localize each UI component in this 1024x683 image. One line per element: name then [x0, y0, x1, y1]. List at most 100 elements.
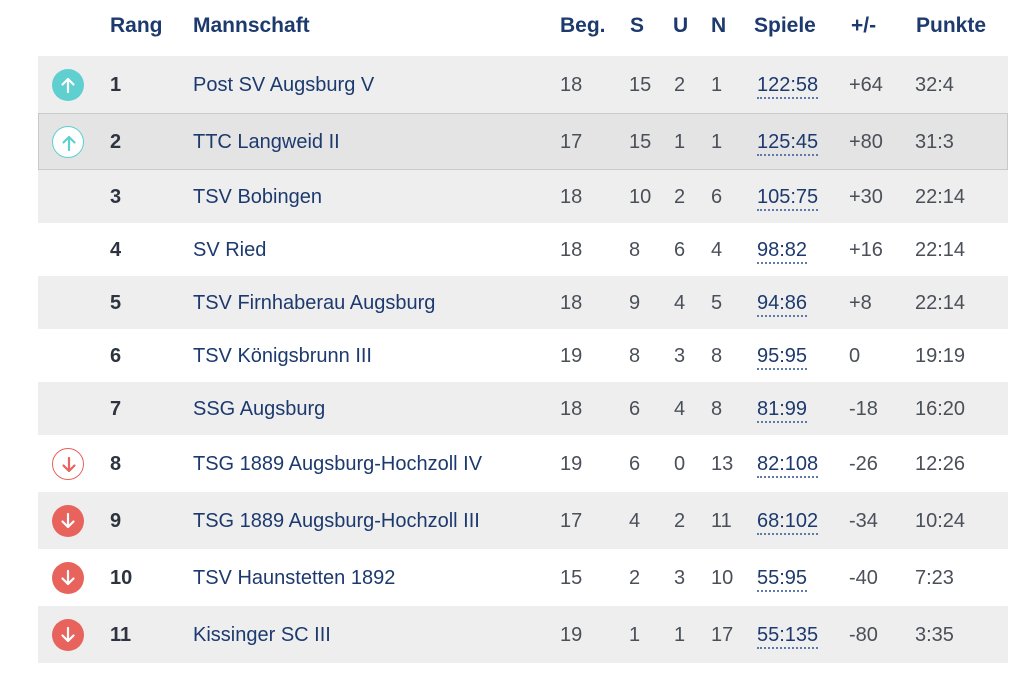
goal-diff: -40 — [849, 567, 878, 589]
games-link[interactable]: 82:108 — [757, 453, 819, 478]
table-row[interactable]: 7 SSG Augsburg 18 6 4 8 81:99 -18 16:20 — [38, 382, 1008, 435]
games-link[interactable]: 105:75 — [757, 186, 819, 211]
games-link[interactable]: 95:95 — [757, 345, 808, 370]
header-lost: N — [711, 14, 727, 37]
draw: 2 — [674, 186, 686, 208]
rank: 2 — [110, 131, 122, 153]
games-link[interactable]: 98:82 — [757, 239, 808, 264]
won: 15 — [629, 74, 652, 96]
table-row[interactable]: 1 Post SV Augsburg V 18 15 2 1 122:58 +64 32:4 — [38, 56, 1008, 113]
table-row[interactable]: 8 TSG 1889 Augsburg-Hochzoll IV 19 6 0 13 82:1… — [38, 435, 1008, 492]
status-icon — [52, 126, 84, 158]
goal-diff: +80 — [849, 131, 883, 153]
rank: 11 — [110, 624, 132, 646]
status-icon — [52, 69, 84, 101]
lost: 10 — [711, 567, 734, 589]
lost: 11 — [711, 510, 732, 532]
games-link[interactable]: 94:86 — [757, 292, 808, 317]
played: 19 — [560, 453, 583, 475]
points: 3:35 — [915, 624, 954, 646]
played: 18 — [560, 74, 583, 96]
table-row[interactable]: 2 TTC Langweid II 17 15 1 1 125:45 +80 31:3 — [38, 113, 1008, 170]
won: 15 — [629, 131, 652, 153]
rank: 10 — [110, 567, 133, 589]
games-link[interactable]: 81:99 — [757, 398, 808, 423]
team-link[interactable]: TSV Bobingen — [193, 186, 322, 208]
won: 6 — [629, 398, 641, 420]
rank: 3 — [110, 186, 122, 208]
table-row[interactable]: 3 TSV Bobingen 18 10 2 6 105:75 +30 22:14 — [38, 170, 1008, 223]
draw: 1 — [674, 131, 686, 153]
played: 19 — [560, 624, 583, 646]
status-icon — [52, 505, 84, 537]
played: 18 — [560, 398, 583, 420]
points: 22:14 — [915, 186, 966, 208]
games-link[interactable]: 55:135 — [757, 624, 819, 649]
team-link[interactable]: Kissinger SC III — [193, 624, 331, 646]
played: 19 — [560, 345, 583, 367]
table-row[interactable]: 11 Kissinger SC III 19 1 1 17 55:135 -80 3:35 — [38, 606, 1008, 663]
header-diff: +/- — [851, 14, 877, 37]
table-row[interactable]: 4 SV Ried 18 8 6 4 98:82 +16 22:14 — [38, 223, 1008, 276]
points: 10:24 — [915, 510, 966, 532]
games-link[interactable]: 122:58 — [757, 74, 819, 99]
won: 2 — [629, 567, 641, 589]
points: 31:3 — [915, 131, 954, 153]
games-link[interactable]: 55:95 — [757, 567, 808, 592]
team-link[interactable]: TSG 1889 Augsburg-Hochzoll IV — [193, 453, 483, 475]
lost: 1 — [711, 131, 723, 153]
goal-diff: +16 — [849, 239, 883, 261]
draw: 6 — [674, 239, 686, 261]
goal-diff: -80 — [849, 624, 878, 646]
lost: 8 — [711, 398, 723, 420]
team-link[interactable]: SSG Augsburg — [193, 398, 326, 420]
table-header: Rang Mannschaft Beg. S U N Spiele +/- Pu… — [38, 0, 1008, 56]
arrow-up-outline-icon — [52, 126, 84, 158]
table-row[interactable]: 5 TSV Firnhaberau Augsburg 18 9 4 5 94:86 +8 22:… — [38, 276, 1008, 329]
standings-table: Rang Mannschaft Beg. S U N Spiele +/- Pu… — [38, 0, 1008, 663]
points: 16:20 — [915, 398, 966, 420]
header-points: Punkte — [916, 14, 987, 37]
header-rank: Rang — [110, 14, 163, 37]
draw: 1 — [674, 624, 686, 646]
points: 12:26 — [915, 453, 966, 475]
rank: 8 — [110, 453, 122, 475]
arrow-down-icon — [52, 619, 84, 651]
draw: 2 — [674, 510, 686, 532]
lost: 1 — [711, 74, 723, 96]
played: 18 — [560, 186, 583, 208]
lost: 17 — [711, 624, 734, 646]
table-row[interactable]: 9 TSG 1889 Augsburg-Hochzoll III 17 4 2 11 68:… — [38, 492, 1008, 549]
games-link[interactable]: 125:45 — [757, 131, 819, 156]
lost: 13 — [711, 453, 734, 475]
goal-diff: +8 — [849, 292, 872, 314]
header-draw: U — [673, 14, 689, 37]
team-link[interactable]: TSV Firnhaberau Augsburg — [193, 292, 436, 314]
team-link[interactable]: TSG 1889 Augsburg-Hochzoll III — [193, 510, 480, 532]
draw: 3 — [674, 567, 686, 589]
goal-diff: -34 — [849, 510, 878, 532]
played: 15 — [560, 567, 583, 589]
status-icon — [52, 562, 84, 594]
goal-diff: -18 — [849, 398, 878, 420]
draw: 2 — [674, 74, 686, 96]
points: 22:14 — [915, 292, 966, 314]
won: 8 — [629, 239, 641, 261]
draw: 3 — [674, 345, 686, 367]
rank: 7 — [110, 398, 122, 420]
team-link[interactable]: Post SV Augsburg V — [193, 74, 375, 96]
table-row[interactable]: 10 TSV Haunstetten 1892 15 2 3 10 55:95 -40 7:23 — [38, 549, 1008, 606]
goal-diff: -26 — [849, 453, 878, 475]
table-row[interactable]: 6 TSV Königsbrunn III 19 8 3 8 95:95 0 19:19 — [38, 329, 1008, 382]
table-body: 1 Post SV Augsburg V 18 15 2 1 122:58 +64 32:4 2 T… — [38, 56, 1008, 663]
goal-diff: +64 — [849, 74, 883, 96]
team-link[interactable]: TSV Königsbrunn III — [193, 345, 372, 367]
draw: 0 — [674, 453, 686, 475]
draw: 4 — [674, 398, 686, 420]
team-link[interactable]: TSV Haunstetten 1892 — [193, 567, 396, 589]
games-link[interactable]: 68:102 — [757, 510, 819, 535]
team-link[interactable]: SV Ried — [193, 239, 267, 261]
team-link[interactable]: TTC Langweid II — [193, 131, 340, 153]
lost: 5 — [711, 292, 723, 314]
lost: 4 — [711, 239, 723, 261]
